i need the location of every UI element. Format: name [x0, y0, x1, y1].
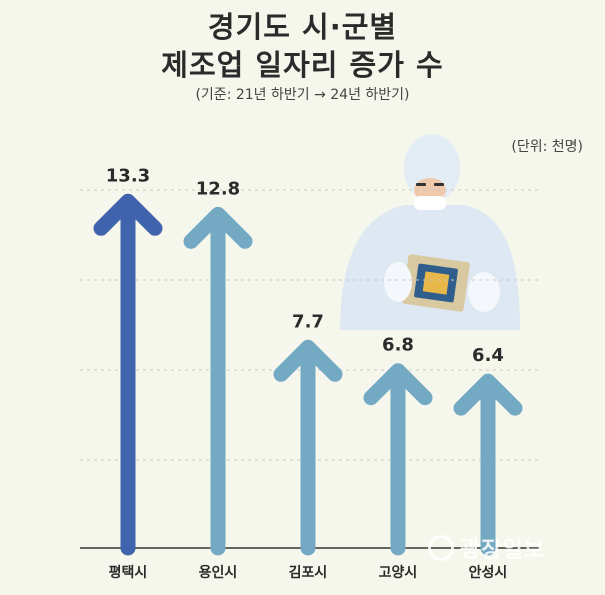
arrow-head — [93, 193, 163, 236]
arrow-bar — [273, 339, 343, 556]
category-label: 고양시 — [379, 565, 418, 581]
watermark-circle-icon — [428, 535, 454, 561]
watermark-text: 광장일보 — [460, 538, 545, 563]
arrow-head — [183, 206, 253, 249]
chart-subtitle: (기준: 21년 하반기 → 24년 하반기) — [195, 87, 410, 103]
value-label: 12.8 — [196, 178, 240, 199]
arrow-bar — [183, 206, 253, 556]
value-label: 13.3 — [106, 165, 150, 186]
category-label: 용인시 — [199, 564, 238, 581]
arrow-head — [273, 339, 343, 382]
chart-title-line1: 경기도 시·군별 — [207, 10, 398, 44]
watermark-logo: 광장일보 — [428, 532, 545, 564]
arrow-head — [453, 373, 523, 416]
value-label: 7.7 — [292, 311, 324, 332]
arrow-bar — [363, 363, 433, 556]
arrow-bar — [453, 373, 523, 556]
chart-title-line2: 제조업 일자리 증가 수 — [161, 48, 444, 82]
category-label: 김포시 — [289, 564, 328, 581]
arrow-head — [363, 363, 433, 406]
unit-label: (단위: 천명) — [511, 139, 583, 155]
arrow-bar — [93, 193, 163, 556]
value-label: 6.8 — [382, 335, 414, 356]
category-label: 평택시 — [109, 564, 148, 581]
value-label: 6.4 — [472, 345, 504, 366]
factory-worker-illustration — [340, 134, 520, 330]
category-label: 안성시 — [469, 564, 508, 581]
